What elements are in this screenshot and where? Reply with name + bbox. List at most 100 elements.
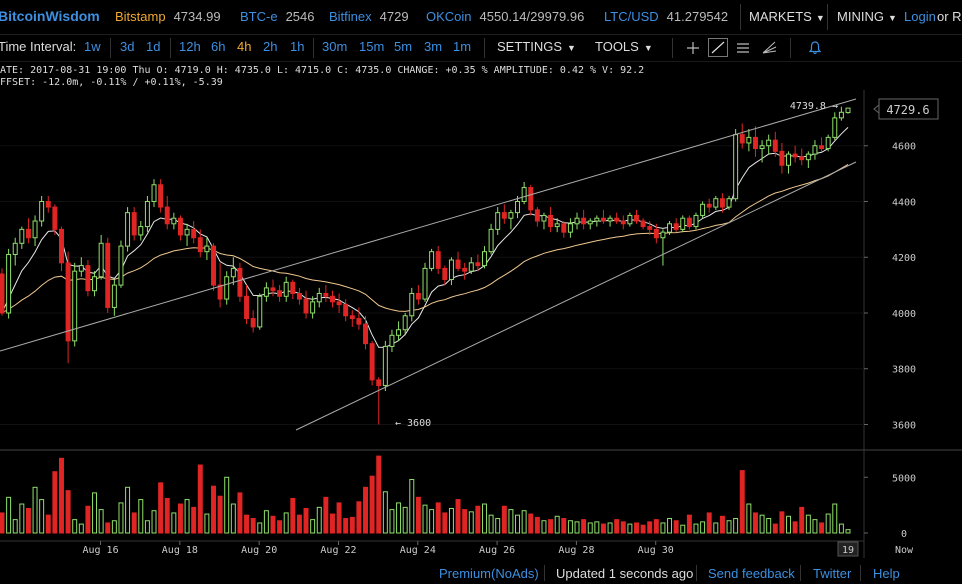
candle-body (799, 156, 805, 161)
candle-body (647, 226, 653, 230)
interval-6h[interactable]: 6h (211, 39, 226, 54)
ticker-exchange: OKCoin (426, 9, 472, 24)
volume-bar (515, 514, 521, 534)
volume-bar (369, 475, 375, 534)
candle-body (825, 136, 831, 150)
upper-trendline[interactable] (0, 98, 857, 352)
interval-1d[interactable]: 1d (146, 39, 161, 54)
volume-bar (786, 515, 791, 534)
interval-5m[interactable]: 5m (394, 39, 413, 54)
interval-15m[interactable]: 15m (359, 39, 385, 54)
volume-bar (65, 490, 71, 534)
interval-3d[interactable]: 3d (120, 39, 135, 54)
ticker-price: 41.279542 (666, 9, 729, 24)
volume-bar (349, 516, 355, 534)
volume-bar (303, 507, 309, 534)
interval-1h[interactable]: 1h (290, 39, 305, 54)
interval-3m[interactable]: 3m (424, 39, 443, 54)
volume-bar (389, 509, 395, 534)
markets-menu[interactable]: MARKETS ▼ (749, 9, 825, 24)
volume-bar (534, 516, 540, 534)
price-axis: 3600 3800 4000 4200 4400 4600 (864, 142, 916, 431)
interval-1m[interactable]: 1m (453, 39, 472, 54)
volume-bar (812, 519, 818, 534)
volume-bar (448, 507, 454, 534)
candle-body (805, 153, 811, 161)
volume-bar (296, 514, 302, 534)
volume-bar (52, 471, 58, 534)
volume-bar (224, 476, 230, 534)
candle-body (746, 136, 752, 144)
site-logo[interactable]: BitcoinWisdom (0, 8, 100, 24)
moving-averages (1, 127, 849, 348)
divider (170, 38, 171, 58)
candle-body (772, 139, 778, 152)
volume-bar (832, 503, 838, 534)
volume-bar (838, 523, 844, 534)
candle-body (144, 200, 150, 228)
candle-body (680, 217, 686, 230)
volume-bar (409, 479, 415, 534)
premium-link[interactable]: Premium(NoAds) (439, 566, 539, 581)
interval-30m[interactable]: 30m (322, 39, 348, 54)
volume-bar (766, 518, 772, 534)
candle-body (336, 301, 342, 306)
volume-bar (12, 519, 18, 534)
candle-body (600, 217, 606, 222)
trendline-tool-button[interactable] (708, 38, 728, 57)
candle-body (151, 184, 157, 202)
volume-bar (653, 519, 659, 534)
candle-body (52, 206, 58, 230)
login-link[interactable]: Login (904, 9, 936, 24)
ticker-bitstamp[interactable]: Bitstamp 4734.99 (115, 9, 221, 24)
volume-bar (92, 492, 98, 534)
horizontal-lines-icon[interactable] (736, 41, 750, 55)
crosshair-icon[interactable] (686, 41, 700, 55)
volume-bar (733, 518, 739, 534)
help-link[interactable]: Help (873, 566, 900, 581)
volume-bar (171, 512, 177, 534)
candle-body (779, 150, 785, 166)
interval-12h[interactable]: 12h (179, 39, 201, 54)
candle-body (257, 295, 263, 328)
volume-bar (283, 512, 289, 534)
candle-body (455, 259, 461, 269)
volume-bar (442, 512, 448, 534)
volume-bar (211, 485, 216, 534)
time-tick-label: Aug 30 (638, 545, 674, 556)
ticker-price: 4550.14/29979.96 (479, 9, 585, 24)
mining-menu[interactable]: MINING ▼ (837, 9, 897, 24)
candle-body (283, 281, 289, 297)
fan-icon[interactable] (761, 40, 777, 55)
ticker-exchange: BTC-e (240, 9, 278, 24)
ticker-bitfinex[interactable]: Bitfinex 4729 (329, 9, 409, 24)
settings-menu[interactable]: SETTINGS ▼ (497, 39, 576, 54)
ticker-okcoin[interactable]: OKCoin 4550.14/29979.96 (426, 9, 584, 24)
lower-trendline[interactable] (295, 161, 857, 431)
candle-body (131, 212, 137, 236)
candle-body (541, 214, 547, 222)
candle-body (184, 228, 190, 236)
interval-1w[interactable]: 1w (84, 39, 101, 54)
volume-bar (673, 520, 679, 534)
candle-body (422, 267, 428, 300)
candle-body (713, 198, 719, 208)
interval-4h[interactable]: 4h (237, 39, 252, 54)
interval-2h[interactable]: 2h (263, 39, 278, 54)
candle-body (554, 223, 560, 228)
volume-bar (567, 520, 573, 534)
alarm-bell-icon[interactable] (808, 40, 822, 55)
ticker-btce[interactable]: BTC-e 2546 (240, 9, 314, 24)
twitter-link[interactable]: Twitter (813, 566, 852, 581)
interval-toolbar: Time Interval: 1w 3d 1d 12h 6h 4h 2h 1h … (0, 35, 962, 62)
candle-body (415, 292, 421, 300)
ticker-ltcusd[interactable]: LTC/USD 41.279542 (604, 9, 728, 24)
tools-menu[interactable]: TOOLS ▼ (595, 39, 653, 54)
candle-body (845, 107, 851, 114)
volume-bar (290, 497, 296, 534)
send-feedback-link[interactable]: Send feedback (708, 566, 795, 581)
volume-tick-label: 5000 (892, 473, 916, 484)
candle-body (812, 145, 818, 155)
candle-body (819, 145, 825, 150)
